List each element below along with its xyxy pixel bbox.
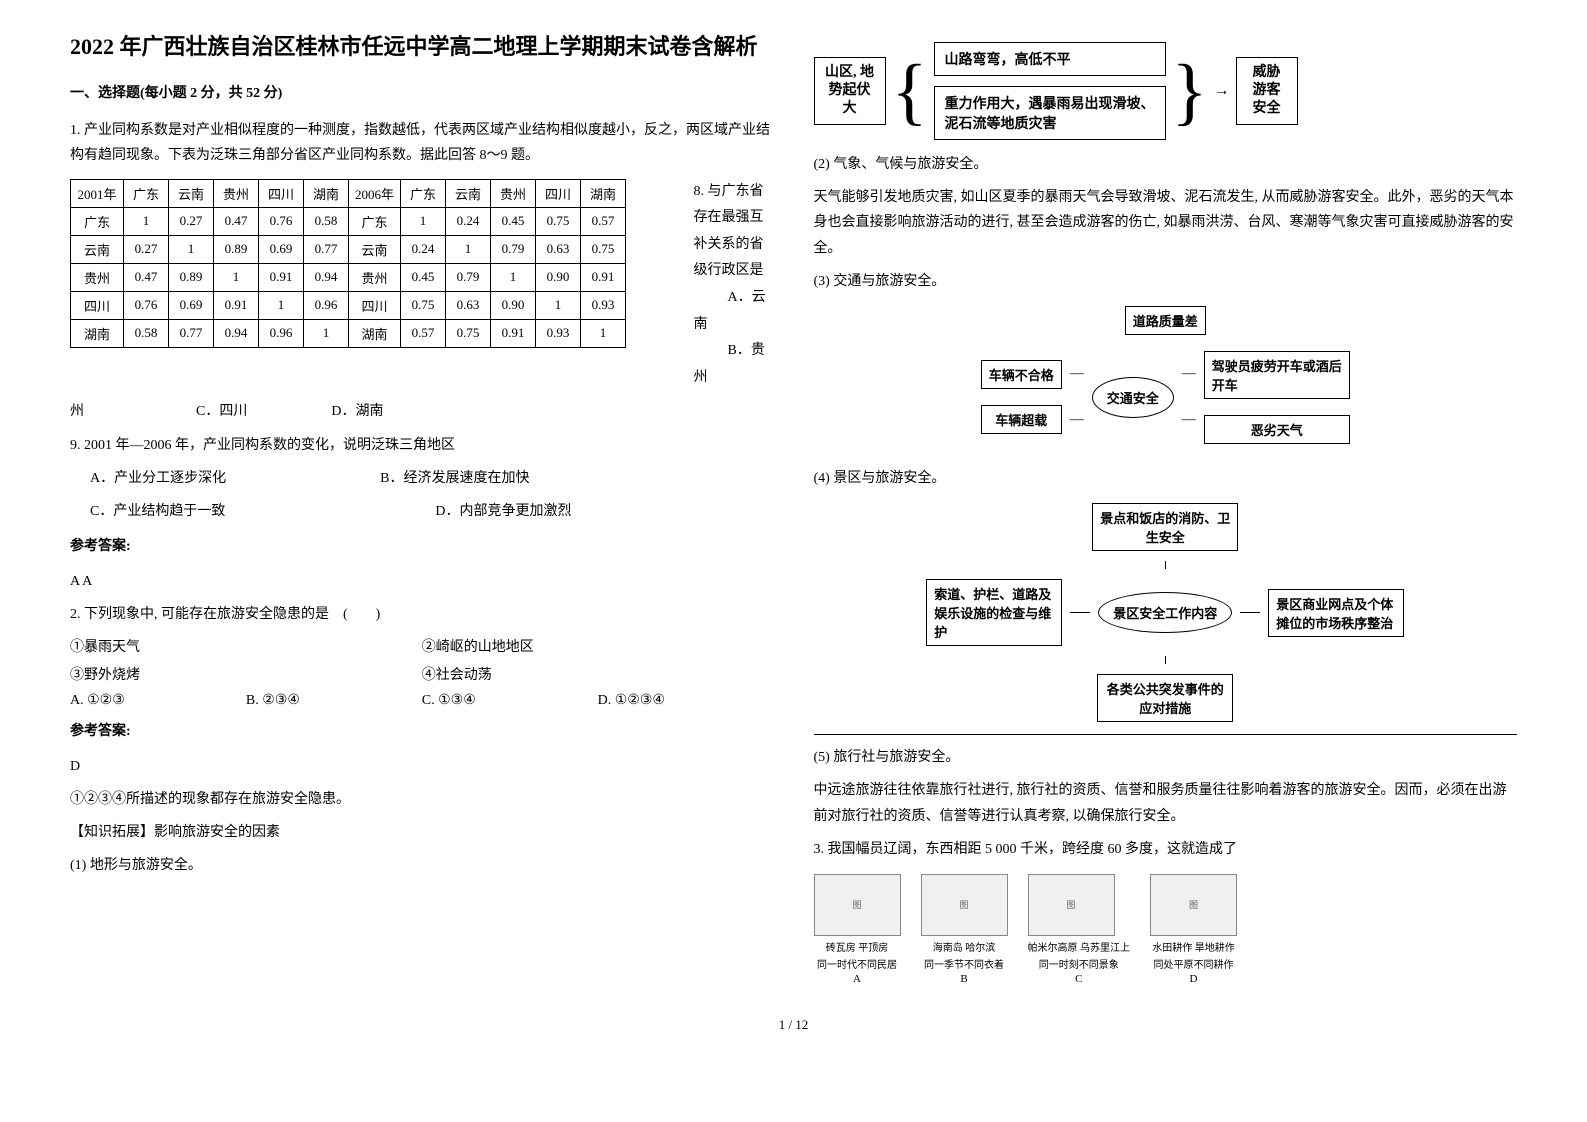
arrow-icon: → xyxy=(1214,82,1230,100)
q1-intro: 1. 产业同构系数是对产业相似程度的一种测度，指数越低，代表两区域产业结构相似度… xyxy=(70,118,774,168)
q2-items-34: ③野外烧烤④社会动荡 xyxy=(70,664,774,684)
answer-2: D xyxy=(70,754,774,779)
exp2-1: ①②③④所描述的现象都存在旅游安全隐患。 xyxy=(70,787,774,812)
image-d: 图 水田耕作 旱地耕作 同处平原不同耕作 D xyxy=(1150,874,1237,987)
diag1-mid1: 山路弯弯，高低不平 xyxy=(934,42,1166,76)
q2-opts: A. ①②③B. ②③④C. ①③④D. ①②③④ xyxy=(70,692,774,709)
diag4-left: 索道、护栏、道路及娱乐设施的检查与维护 xyxy=(926,579,1062,646)
answer-label-1: 参考答案: xyxy=(70,534,774,559)
images-row: 图 砖瓦房 平顶房 同一时代不同民居 A 图 海南岛 哈尔滨 同一季节不同衣着 … xyxy=(814,874,1518,987)
bracket-icon: } xyxy=(1172,54,1208,129)
diag3-top: 道路质量差 xyxy=(1125,306,1206,335)
data-table: 2001年广东云南贵州四川湖南 2006年广东云南贵州四川湖南 广东10.270… xyxy=(70,179,626,348)
diag3-r2: 恶劣天气 xyxy=(1204,415,1350,444)
q3-text: 3. 我国幅员辽阔，东西相距 5 000 千米，跨经度 60 多度，这就造成了 xyxy=(814,837,1518,862)
q2-items-12: ①暴雨天气②崎岖的山地地区 xyxy=(70,636,774,656)
answer-label-2: 参考答案: xyxy=(70,719,774,744)
diag1-left: 山区, 地势起伏大 xyxy=(814,57,886,126)
diag1-right: 威胁游客安全 xyxy=(1236,57,1298,126)
sec3-title: (3) 交通与旅游安全。 xyxy=(814,269,1518,294)
image-a: 图 砖瓦房 平顶房 同一时代不同民居 A xyxy=(814,874,901,987)
answer-1: A A xyxy=(70,569,774,594)
diag3-l2: 车辆超载 xyxy=(981,405,1062,434)
q8-sidebar: 8. 与广东省存在最强互补关系的省级行政区是 A．云南 B．贵州 xyxy=(694,179,774,392)
diag3-l1: 车辆不合格 xyxy=(981,360,1062,389)
image-c: 图 帕米尔高原 乌苏里江上 同一时刻不同景象 C xyxy=(1028,874,1131,987)
page-footer: 1 / 12 xyxy=(70,1017,1517,1033)
sec5-p1: 中远途旅游往往依靠旅行社进行, 旅行社的资质、信誉和服务质量往往影响着游客的旅游… xyxy=(814,778,1518,828)
diag3-r1: 驾驶员疲劳开车或酒后开车 xyxy=(1204,351,1350,399)
diag4-right: 景区商业网点及个体摊位的市场秩序整治 xyxy=(1268,589,1404,637)
diagram-traffic: 道路质量差 车辆不合格 车辆超载 —— 交通安全 —— 驾驶员疲劳开车或酒后开车… xyxy=(814,306,1518,454)
sec4-title: (4) 景区与旅游安全。 xyxy=(814,466,1518,491)
diagram-scenic: 景点和饭店的消防、卫生安全 索道、护栏、道路及娱乐设施的检查与维护 景区安全工作… xyxy=(814,503,1518,722)
diagram-terrain: 山区, 地势起伏大 { 山路弯弯，高低不平 重力作用大，遇暴雨易出现滑坡、泥石流… xyxy=(814,42,1518,140)
q8-opts-cd: 州 C．四川 D．湖南 xyxy=(70,399,774,424)
sec2-p1: 天气能够引发地质灾害, 如山区夏季的暴雨天气会导致滑坡、泥石流发生, 从而威胁游… xyxy=(814,185,1518,261)
diag1-mid2: 重力作用大，遇暴雨易出现滑坡、泥石流等地质灾害 xyxy=(934,86,1166,140)
section-1-title: 一、选择题(每小题 2 分，共 52 分) xyxy=(70,81,774,106)
diag4-top: 景点和饭店的消防、卫生安全 xyxy=(1092,503,1238,551)
doc-title: 2022 年广西壮族自治区桂林市任远中学高二地理上学期期末试卷含解析 xyxy=(70,30,774,63)
image-b: 图 海南岛 哈尔滨 同一季节不同衣着 B xyxy=(921,874,1008,987)
image-placeholder-icon: 图 xyxy=(814,874,901,936)
q9-opt-ab: A．产业分工逐步深化 B．经济发展速度在加快 xyxy=(70,466,774,491)
sec2-title: (2) 气象、气候与旅游安全。 xyxy=(814,152,1518,177)
exp2-3: (1) 地形与旅游安全。 xyxy=(70,853,774,878)
image-placeholder-icon: 图 xyxy=(1150,874,1237,936)
bracket-icon: { xyxy=(892,54,928,129)
image-placeholder-icon: 图 xyxy=(921,874,1008,936)
exp2-2: 【知识拓展】影响旅游安全的因素 xyxy=(70,820,774,845)
sec5-title: (5) 旅行社与旅游安全。 xyxy=(814,745,1518,770)
diag4-center: 景区安全工作内容 xyxy=(1098,592,1232,633)
diag4-bottom: 各类公共突发事件的应对措施 xyxy=(1097,674,1233,722)
divider xyxy=(814,734,1518,735)
q9-text: 9. 2001 年—2006 年，产业同构系数的变化，说明泛珠三角地区 xyxy=(70,433,774,458)
q9-opt-cd: C．产业结构趋于一致 D．内部竞争更加激烈 xyxy=(70,499,774,524)
image-placeholder-icon: 图 xyxy=(1028,874,1115,936)
diag3-center: 交通安全 xyxy=(1092,377,1174,418)
q2-text: 2. 下列现象中, 可能存在旅游安全隐患的是 ( ) xyxy=(70,602,774,627)
